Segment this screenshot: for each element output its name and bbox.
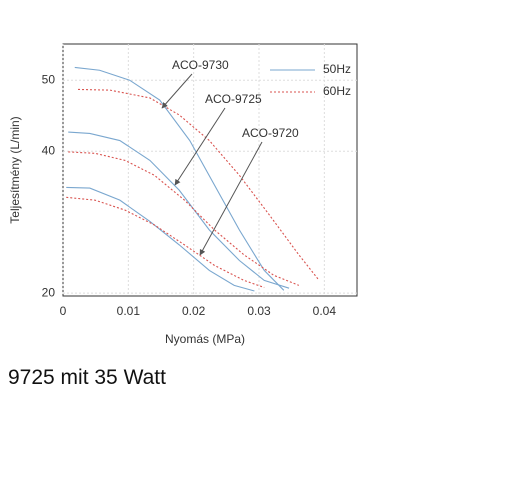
legend-label: 50Hz [323, 62, 351, 76]
annotation-arrow [199, 141, 263, 256]
annotation: ACO-9720 [242, 126, 299, 140]
annotation: ACO-9725 [205, 92, 262, 106]
y-tick-label: 20 [42, 285, 56, 299]
x-tick-label: 0.01 [117, 304, 141, 318]
legend-label: 60Hz [323, 84, 351, 98]
annotation-arrow [174, 107, 226, 186]
chart: Nyomás (MPa) Teljesítmény (L/min) 0 0.01 0… [8, 43, 358, 346]
y-tick-label: 50 [42, 72, 56, 86]
x-tick-label: 0.04 [313, 304, 337, 318]
y-tick-label: 40 [42, 143, 56, 157]
x-tick-label: 0.02 [182, 304, 206, 318]
x-tick-label: 0 [60, 304, 67, 318]
curve [66, 186, 255, 292]
curve [66, 196, 265, 289]
x-tick-label: 0.03 [247, 304, 271, 318]
annotation: ACO-9730 [172, 58, 229, 72]
curve [74, 66, 285, 291]
curve [68, 131, 290, 289]
x-axis-label: Nyomás (MPa) [165, 332, 245, 346]
annotation-arrow [161, 73, 193, 109]
y-axis-label: Teljesítmény (L/min) [8, 116, 22, 223]
curve [68, 151, 300, 286]
plot-area [62, 43, 358, 297]
curve [78, 88, 320, 281]
caption: 9725 mit 35 Watt [8, 366, 166, 389]
